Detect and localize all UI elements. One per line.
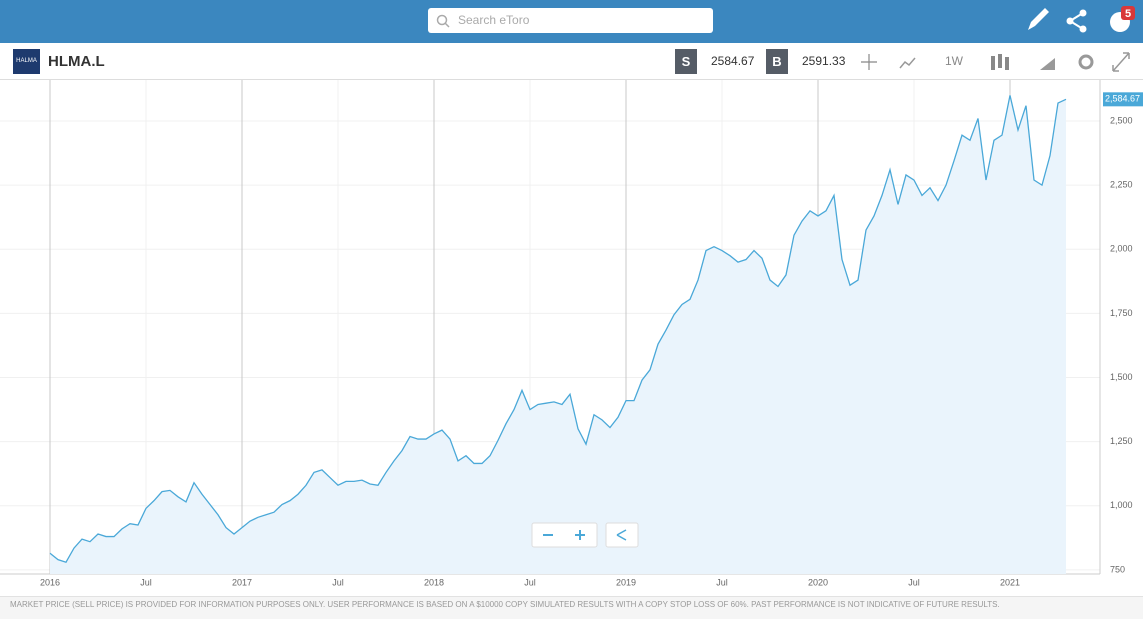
price-line [49, 95, 1067, 563]
x-tick-label: 2019 [616, 577, 636, 587]
x-tick-label: Jul [140, 577, 152, 587]
x-tick-label: Jul [332, 577, 344, 587]
x-tick-label: Jul [716, 577, 728, 587]
search-box[interactable]: Search eToro [428, 8, 713, 33]
x-tick-label: Jul [908, 577, 920, 587]
crosshair-icon[interactable] [861, 54, 877, 70]
candle-icon[interactable] [991, 54, 1009, 70]
badge [1121, 6, 1135, 20]
y-tick-label: 1,250 [1110, 436, 1133, 446]
expand-icon[interactable] [1112, 52, 1130, 72]
x-tick-label: 2017 [232, 577, 252, 587]
symbol: HLMA.L [48, 53, 105, 70]
share-chart-button[interactable] [605, 522, 639, 548]
settings-icon[interactable] [1078, 54, 1094, 70]
y-tick-label: 1,000 [1110, 500, 1133, 510]
top-bar: Search eToro 5 [0, 0, 1143, 43]
x-tick-label: 2018 [424, 577, 444, 587]
edit-icon[interactable] [1028, 8, 1049, 30]
badge-count: 5 [1125, 8, 1131, 20]
search-icon [436, 14, 450, 28]
buy-price: 2591.33 [802, 54, 846, 68]
top-icons: 5 [1028, 6, 1135, 33]
y-tick-label: 2,500 [1110, 115, 1133, 125]
x-tick-label: 2021 [1000, 577, 1020, 587]
share-icon[interactable] [1066, 9, 1087, 33]
disclaimer: MARKET PRICE (SELL PRICE) IS PROVIDED FO… [0, 596, 1143, 619]
y-tick-label: 2,250 [1110, 180, 1133, 190]
instrument-bar: HALMA HLMA.L S 2584.67 B 2591.33 1W [0, 44, 1143, 80]
draw-icon[interactable] [1040, 58, 1055, 70]
zoom-buttons[interactable] [531, 522, 598, 548]
share-chart-icon [616, 529, 627, 541]
chart: 750 1,000 1,250 1,500 1,750 2,000 2,250 2,500 20… [0, 80, 1143, 587]
zoom-icons [543, 530, 585, 540]
logo: HALMA [13, 49, 40, 74]
zoom-controls [531, 522, 639, 548]
sell-button[interactable]: S [675, 49, 697, 74]
y-tick-label: 2,000 [1110, 244, 1133, 254]
y-tick-label: 750 [1110, 564, 1125, 574]
sell-price: 2584.67 [711, 54, 755, 68]
current-price-tag [1103, 92, 1143, 107]
y-tick-label: 1,750 [1110, 308, 1133, 318]
interval[interactable]: 1W [945, 54, 963, 68]
x-tick-label: 2020 [808, 577, 828, 587]
current-price-label: 2,584.67 [1105, 94, 1140, 104]
x-tick-label: 2016 [40, 577, 60, 587]
toolbar-icons [861, 52, 1130, 72]
buy-button[interactable]: B [766, 49, 788, 74]
area [50, 95, 1066, 574]
chart-type-icon[interactable] [899, 57, 916, 69]
search-placeholder: Search eToro [458, 13, 530, 27]
y-tick-label: 1,500 [1110, 372, 1133, 382]
x-tick-label: Jul [524, 577, 536, 587]
